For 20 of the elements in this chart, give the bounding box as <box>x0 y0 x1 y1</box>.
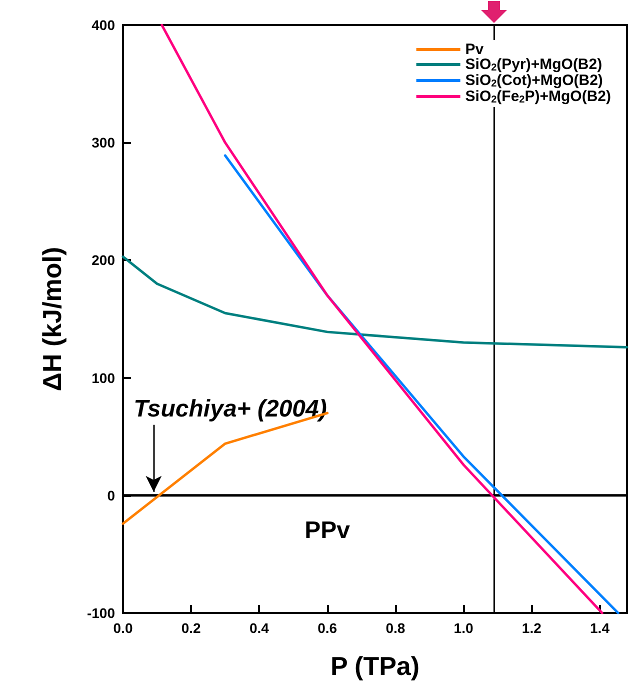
x-tick-label: 0.2 <box>181 620 202 636</box>
y-tick-label: 300 <box>92 134 116 151</box>
y-tick-label: 100 <box>92 370 116 386</box>
y-tick-label: -100 <box>86 605 116 621</box>
y-axis-title: ΔH (kJ/mol) <box>37 246 67 392</box>
x-tick-label: 0.8 <box>386 620 406 636</box>
x-axis-title: P (TPa) <box>330 651 420 681</box>
x-tick-label: 1.2 <box>522 620 542 636</box>
y-tick-label: 0 <box>107 487 116 504</box>
x-tick-label: 1.4 <box>590 620 610 636</box>
line-series <box>122 255 628 348</box>
x-tick-label: 0.4 <box>249 620 270 636</box>
annotation: Tsuchiya+ (2004) <box>134 395 327 422</box>
y-tick-label: 400 <box>92 17 116 33</box>
annotation: PPv <box>304 517 351 544</box>
x-tick-label: 0.6 <box>318 620 338 636</box>
x-tick-label: 0.0 <box>113 620 133 636</box>
x-tick-label: 1.0 <box>454 620 474 636</box>
legend-label: Pv <box>465 41 484 58</box>
y-tick-label: 200 <box>92 252 116 268</box>
